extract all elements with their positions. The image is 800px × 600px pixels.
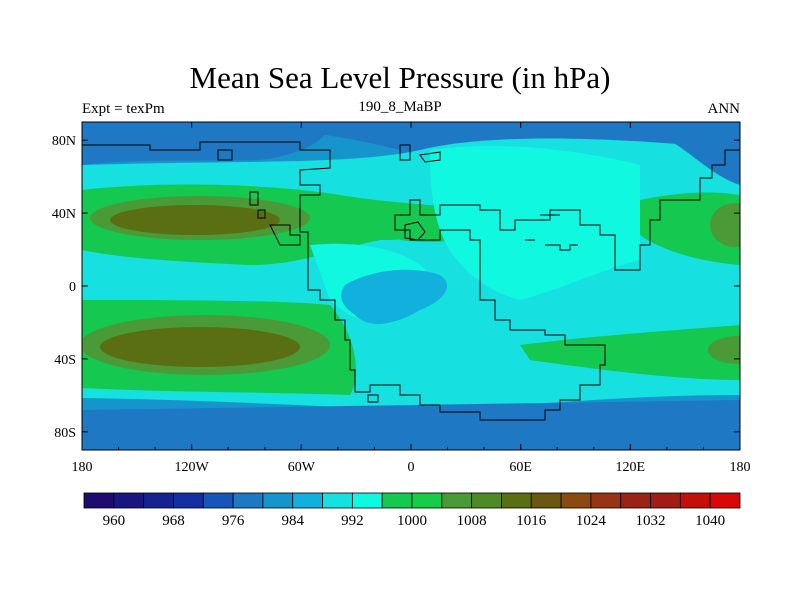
- x-tick-label: 60W: [288, 460, 316, 475]
- x-tick-label: 180: [730, 460, 751, 475]
- colorbar-swatch: [620, 492, 651, 509]
- colorbar-label: 984: [281, 513, 304, 529]
- x-tick-label: 60E: [509, 460, 532, 475]
- colorbar-swatch: [530, 492, 562, 509]
- colorbar-swatch: [232, 492, 264, 509]
- pressure-low-north-polar-west: [82, 122, 330, 165]
- pressure-high-south-east: [708, 336, 740, 364]
- colorbar: 960 968 976 984 992 1000 1008 1016 1024 1032 1040: [83, 492, 741, 529]
- colorbar-swatch: [441, 492, 473, 509]
- y-axis: 80N 40N 0 40S 80S: [52, 134, 740, 441]
- colorbar-label: 1032: [636, 513, 666, 529]
- pressure-low-south-polar: [82, 400, 740, 450]
- pressure-band-subtropical-high-south-east: [520, 325, 740, 380]
- coastlines: [82, 141, 740, 421]
- x-tick-label: 120E: [616, 460, 646, 475]
- colorbar-label: 1016: [516, 513, 547, 529]
- colorbar-swatch: [143, 492, 174, 509]
- y-tick-label: 0: [69, 280, 76, 295]
- pressure-band-northern-continent: [430, 145, 640, 300]
- y-tick-label: 40N: [52, 207, 76, 222]
- pressure-low-equatorial: [341, 269, 448, 325]
- pressure-low-north-polar-east: [660, 122, 740, 185]
- y-tick-label: 40S: [54, 353, 76, 368]
- colorbar-swatch: [262, 492, 294, 509]
- colorbar-swatch: [202, 492, 234, 509]
- colorbar-label: 976: [222, 513, 245, 529]
- pressure-high-north-east: [710, 203, 740, 247]
- colorbar-swatch: [709, 492, 741, 509]
- pressure-high-north-inner: [110, 205, 280, 235]
- x-axis: 180 120W 60W 0 60E 120E 180: [72, 122, 751, 475]
- time-label: 190_8_MaBP: [358, 99, 442, 115]
- x-tick-label: 120W: [175, 460, 210, 475]
- colorbar-swatch: [590, 492, 622, 509]
- season-label: ANN: [707, 101, 741, 117]
- colorbar-swatch: [351, 492, 383, 509]
- colorbar-swatch: [113, 492, 145, 509]
- colorbar-swatch: [322, 492, 353, 509]
- colorbar-swatch: [411, 492, 443, 509]
- x-tick-label: 180: [72, 460, 93, 475]
- colorbar-label: 992: [341, 513, 364, 529]
- pressure-field: [82, 122, 740, 450]
- colorbar-label: 1000: [397, 513, 427, 529]
- colorbar-swatch: [501, 492, 532, 509]
- colorbar-swatch: [679, 492, 711, 509]
- x-tick-label: 0: [408, 460, 415, 475]
- colorbar-swatch: [173, 492, 204, 509]
- colorbar-swatch: [292, 492, 323, 509]
- colorbar-swatch: [83, 492, 115, 509]
- colorbar-label: 1040: [695, 513, 725, 529]
- plot-title: Mean Sea Level Pressure (in hPa): [189, 60, 611, 95]
- colorbar-label: 968: [162, 513, 185, 529]
- colorbar-swatch: [560, 492, 592, 509]
- pressure-band-subtropical-high-north-east: [640, 192, 740, 265]
- pressure-high-south-inner: [100, 327, 300, 367]
- colorbar-swatch: [381, 492, 413, 509]
- y-tick-label: 80N: [52, 134, 76, 149]
- colorbar-swatch: [650, 492, 681, 509]
- colorbar-label: 1024: [576, 513, 607, 529]
- experiment-label: Expt = texPm: [82, 101, 165, 117]
- pressure-band-equator-west: [82, 260, 150, 300]
- colorbar-swatch: [471, 492, 502, 509]
- y-tick-label: 80S: [54, 426, 76, 441]
- colorbar-label: 960: [103, 513, 126, 529]
- colorbar-label: 1008: [457, 513, 487, 529]
